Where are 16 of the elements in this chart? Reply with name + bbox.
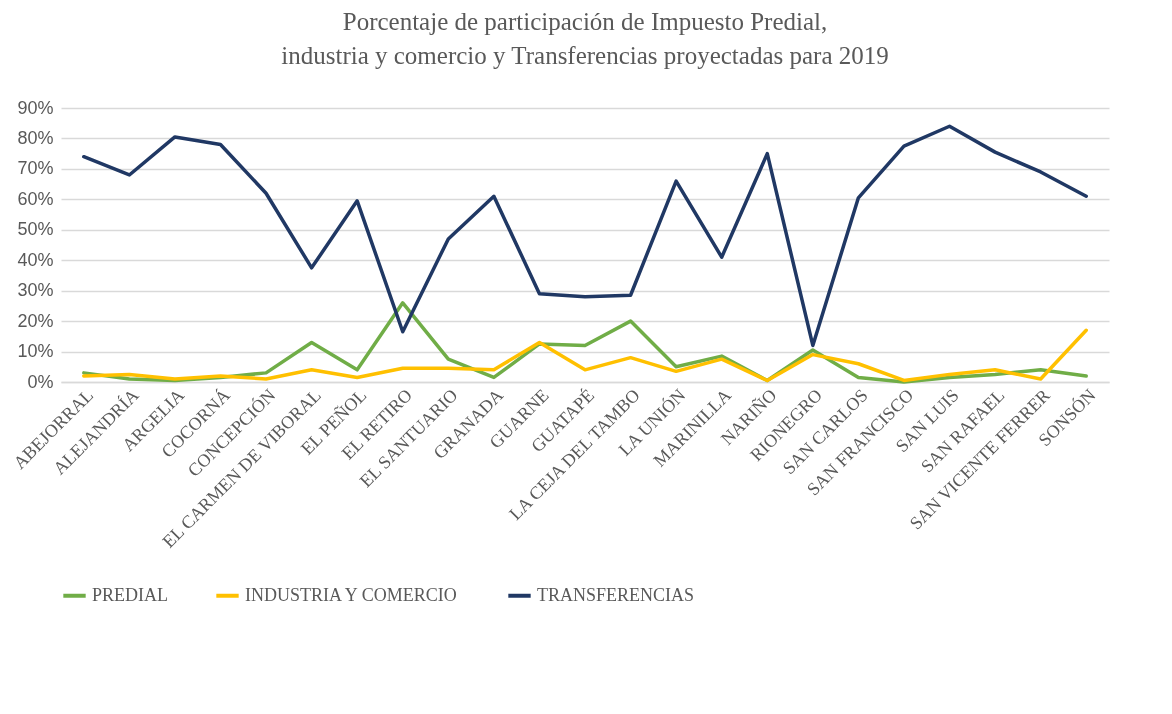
- y-tick-label: 0%: [27, 371, 54, 392]
- legend-label: PREDIAL: [92, 584, 168, 605]
- y-tick-label: 60%: [17, 188, 54, 209]
- y-tick-label: 70%: [17, 158, 54, 179]
- y-tick-label: 90%: [17, 97, 54, 118]
- y-tick-label: 10%: [17, 341, 54, 362]
- legend-label: INDUSTRIA Y COMERCIO: [245, 584, 457, 605]
- y-tick-label: 80%: [17, 127, 54, 148]
- y-tick-label: 20%: [17, 310, 54, 331]
- line-series: [82, 124, 1088, 348]
- line-series: [82, 328, 1088, 383]
- y-tick-label: 50%: [17, 219, 54, 240]
- y-tick-label: 30%: [17, 280, 54, 301]
- y-tick-label: 40%: [17, 249, 54, 270]
- legend-label: TRANSFERENCIAS: [537, 584, 695, 605]
- chart-title: Porcentaje de participación de Impuesto Predial, industria y comercio y Transferencias proyectadas para 2019: [281, 8, 889, 69]
